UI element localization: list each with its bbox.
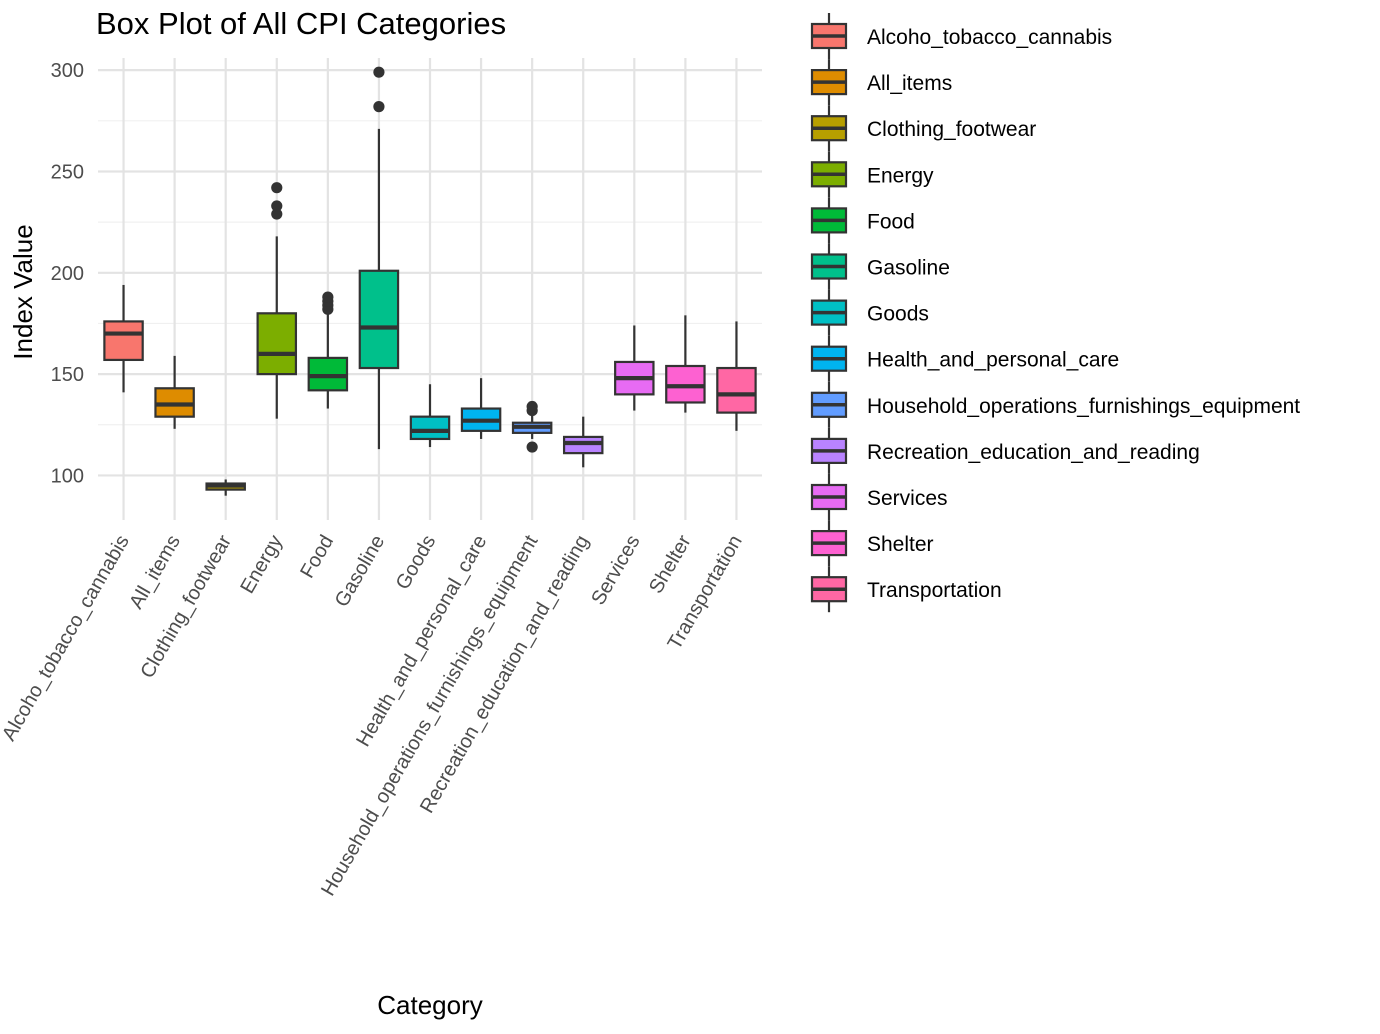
y-axis-ticks: 100 150 200 250 300 [51,60,84,487]
box-iqr [358,269,400,370]
legend-item-Transportation: Transportation [810,566,1002,613]
y-tick-label: 300 [51,60,84,82]
x-axis-title: Category [377,990,483,1020]
y-tick-label: 150 [51,364,84,386]
chart-title: Box Plot of All CPI Categories [96,6,506,41]
box-Transportation [716,321,757,431]
legend-label: Goods [867,303,929,326]
legend-label: Transportation [867,579,1002,602]
legend-label: Energy [867,164,934,187]
outlier-point [526,400,538,413]
box-Alcoho_tobacco_cannabis [103,284,144,393]
legend-label: Clothing_footwear [867,118,1036,141]
box-Services [614,325,655,411]
box-iqr [256,312,298,376]
legend-item-Clothing_footwear: Clothing_footwear [810,105,1036,152]
box-iqr [103,320,144,362]
legend-label: Services [867,487,948,510]
box-Clothing_footwear [205,479,246,496]
legend-label: All_items [867,72,952,95]
box-Recreation_education_and_reading [562,416,604,468]
legend: Alcoho_tobacco_cannabis All_items Clothing… [810,13,1300,613]
legend-item-Services: Services [810,474,948,520]
legend-item-Shelter: Shelter [810,520,934,567]
box-Goods [409,384,451,448]
x-tick-label: Services [587,532,644,609]
box-Gasoline [358,66,400,450]
box-Health_and_personal_care [460,378,502,439]
x-tick-label: Food [296,532,338,582]
legend-label: Gasoline [867,257,950,280]
legend-label: Alcoho_tobacco_cannabis [867,26,1112,49]
box-series [103,66,757,496]
box-All_items [154,355,195,429]
x-tick-label: Goods [392,532,441,594]
legend-label: Shelter [867,533,934,556]
outlier-point [526,441,538,453]
outlier-point [271,208,283,220]
box-Shelter [665,315,706,413]
box-Household_operations_furnishings_equipment [511,400,553,453]
legend-item-Energy: Energy [810,151,934,198]
outlier-point [271,182,283,194]
box-iqr [716,366,757,414]
legend-item-Health_and_personal_care: Health_and_personal_care [810,335,1119,382]
legend-label: Health_and_personal_care [867,349,1119,372]
box-Energy [256,182,298,419]
legend-item-Goods: Goods [810,289,929,336]
x-tick-label: Energy [236,532,287,598]
legend-item-Household_operations_furnishings_equipment: Household_operations_furnishings_equipme… [810,381,1300,428]
legend-item-Recreation_education_and_reading: Recreation_education_and_reading [810,427,1200,474]
x-tick-label: Shelter [645,531,696,597]
x-tick-label: Clothing_footwear [136,531,236,682]
x-tick-label: Gasoline [331,532,390,611]
outlier-point [373,101,385,113]
legend-item-Food: Food [810,197,915,244]
y-axis-title: Index Value [8,224,38,359]
y-tick-label: 100 [51,465,84,487]
legend-label: Recreation_education_and_reading [867,441,1200,464]
x-axis-ticks: Alcoho_tobacco_cannabisAll_itemsClothing… [0,531,747,900]
box-Food [307,291,349,409]
grid-lines [98,58,762,520]
legend-item-Alcoho_tobacco_cannabis: Alcoho_tobacco_cannabis [810,13,1112,59]
outlier-point [322,291,334,303]
x-tick-label: Alcoho_tobacco_cannabis [0,532,134,745]
legend-item-Gasoline: Gasoline [810,243,950,290]
legend-item-All_items: All_items [810,59,952,106]
legend-label: Food [867,210,915,233]
outlier-point [271,200,283,212]
y-tick-label: 200 [51,263,84,285]
legend-label: Household_operations_furnishings_equipme… [867,395,1300,418]
y-tick-label: 250 [51,161,84,183]
box-iqr [409,415,451,441]
outlier-point [373,66,385,78]
